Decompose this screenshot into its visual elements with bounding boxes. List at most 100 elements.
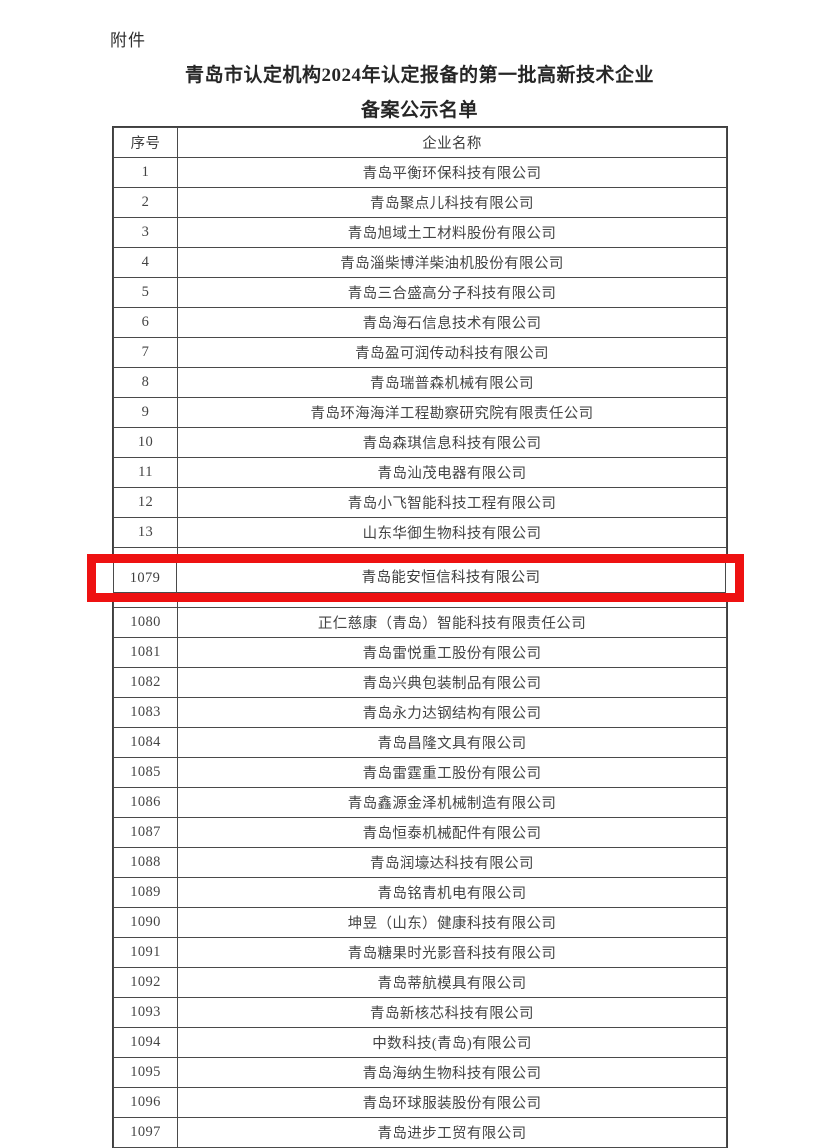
row-enterprise-name-cell: 青岛铭青机电有限公司 (177, 877, 727, 908)
row-index-cell: 1081 (113, 637, 178, 668)
table-row: 12 青岛小飞智能科技工程有限公司 (113, 487, 727, 518)
table-row: 1088 青岛润壕达科技有限公司 (113, 847, 727, 878)
row-enterprise-name-cell: 青岛汕茂电器有限公司 (177, 457, 727, 488)
row-index-cell: 8 (113, 367, 178, 398)
table-row: 1090 坤昱（山东）健康科技有限公司 (113, 907, 727, 938)
row-enterprise-name-cell: 中数科技(青岛)有限公司 (177, 1027, 727, 1058)
row-index-cell: 1080 (113, 607, 178, 638)
table-row: 4 青岛淄柴博洋柴油机股份有限公司 (113, 247, 727, 278)
table-row: 8 青岛瑞普森机械有限公司 (113, 367, 727, 398)
table-row: 1097 青岛进步工贸有限公司 (113, 1117, 727, 1148)
row-enterprise-name-cell: 青岛糖果时光影音科技有限公司 (177, 937, 727, 968)
row-index-cell: 7 (113, 337, 178, 368)
row-index-cell: 1096 (113, 1087, 178, 1118)
row-enterprise-name-cell: 青岛新核芯科技有限公司 (177, 997, 727, 1028)
row-enterprise-name-cell: 山东华御生物科技有限公司 (177, 517, 727, 548)
table-row: 1087 青岛恒泰机械配件有限公司 (113, 817, 727, 848)
row-enterprise-name-cell: 青岛蒂航模具有限公司 (177, 967, 727, 998)
table-row: 1089 青岛铭青机电有限公司 (113, 877, 727, 908)
table-row: 10 青岛森琪信息科技有限公司 (113, 427, 727, 458)
table-row: 5 青岛三合盛高分子科技有限公司 (113, 277, 727, 308)
row-enterprise-name-cell: 青岛淄柴博洋柴油机股份有限公司 (177, 247, 727, 278)
row-enterprise-name-cell: 青岛进步工贸有限公司 (177, 1117, 727, 1148)
row-enterprise-name-cell: 青岛雷悦重工股份有限公司 (177, 637, 727, 668)
table-row: 1093 青岛新核芯科技有限公司 (113, 997, 727, 1028)
row-index-cell: 1093 (113, 997, 178, 1028)
table-row: 14 青岛环海聚能机电工程有限公司 (113, 547, 727, 578)
row-index-cell: 10 (113, 427, 178, 458)
row-enterprise-name-cell: 青岛三合盛高分子科技有限公司 (177, 277, 727, 308)
row-enterprise-name-cell: 青岛小飞智能科技工程有限公司 (177, 487, 727, 518)
row-index-cell: 1086 (113, 787, 178, 818)
column-header-index: 序号 (113, 127, 178, 158)
row-index-cell: 1089 (113, 877, 178, 908)
row-index-cell: 1094 (113, 1027, 178, 1058)
table-row: 1080 正仁慈康（青岛）智能科技有限责任公司 (113, 607, 727, 638)
row-enterprise-name-cell: 青岛永力达钢结构有限公司 (177, 697, 727, 728)
row-enterprise-name-cell: 坤昱（山东）健康科技有限公司 (177, 907, 727, 938)
row-enterprise-name-cell: 青岛平衡环保科技有限公司 (177, 157, 727, 188)
row-enterprise-name-cell: 青岛旭域土工材料股份有限公司 (177, 217, 727, 248)
row-index-cell: 1097 (113, 1117, 178, 1148)
row-index-cell: 1083 (113, 697, 178, 728)
table-row: 11 青岛汕茂电器有限公司 (113, 457, 727, 488)
table-row: 1086 青岛鑫源金泽机械制造有限公司 (113, 787, 727, 818)
column-header-name: 企业名称 (177, 127, 727, 158)
table-row: 3 青岛旭域土工材料股份有限公司 (113, 217, 727, 248)
row-enterprise-name-cell: 青岛海石信息技术有限公司 (177, 307, 727, 338)
row-index-cell: 13 (113, 517, 178, 548)
row-enterprise-name-cell: 青岛盈可润传动科技有限公司 (177, 337, 727, 368)
row-index-cell: 4 (113, 247, 178, 278)
table-row: 1 青岛平衡环保科技有限公司 (113, 157, 727, 188)
row-enterprise-name-cell: 青岛环球服装股份有限公司 (177, 1087, 727, 1118)
table-row: 1095 青岛海纳生物科技有限公司 (113, 1057, 727, 1088)
table-row: 1079 青岛能安恒信科技有限公司 (113, 577, 727, 608)
table-row: 1092 青岛蒂航模具有限公司 (113, 967, 727, 998)
row-index-cell: 6 (113, 307, 178, 338)
table-row: 1091 青岛糖果时光影音科技有限公司 (113, 937, 727, 968)
table-header: 序号 企业名称 (113, 127, 727, 158)
row-enterprise-name-cell: 青岛鑫源金泽机械制造有限公司 (177, 787, 727, 818)
table-header-row: 序号 企业名称 (113, 127, 727, 158)
row-enterprise-name-cell: 青岛海纳生物科技有限公司 (177, 1057, 727, 1088)
document-title-line-1: 青岛市认定机构2024年认定报备的第一批高新技术企业 (184, 65, 654, 86)
table-row: 7 青岛盈可润传动科技有限公司 (113, 337, 727, 368)
row-index-cell: 1087 (113, 817, 178, 848)
row-index-cell: 1 (113, 157, 178, 188)
table-row: 1082 青岛兴典包装制品有限公司 (113, 667, 727, 698)
document-title-line-2: 备案公示名单 (360, 100, 478, 121)
table-row: 1084 青岛昌隆文具有限公司 (113, 727, 727, 758)
row-enterprise-name-cell: 青岛润壕达科技有限公司 (177, 847, 727, 878)
row-enterprise-name-cell: 青岛昌隆文具有限公司 (177, 727, 727, 758)
row-index-cell: 14 (113, 547, 178, 578)
row-index-cell: 5 (113, 277, 178, 308)
row-enterprise-name-cell: 青岛环海海洋工程勘察研究院有限责任公司 (177, 397, 727, 428)
row-index-cell: 1090 (113, 907, 178, 938)
table-row: 1094 中数科技(青岛)有限公司 (113, 1027, 727, 1058)
enterprise-list-table: 序号 企业名称 1 青岛平衡环保科技有限公司 2 青岛聚点儿科技有限公司 3 青岛旭域土工… (113, 127, 727, 1148)
row-enterprise-name-cell: 青岛雷霆重工股份有限公司 (177, 757, 727, 788)
row-enterprise-name-cell: 青岛聚点儿科技有限公司 (177, 187, 727, 218)
row-index-cell: 1079 (113, 577, 178, 608)
row-enterprise-name-cell: 青岛能安恒信科技有限公司 (177, 577, 727, 608)
table-row: 1083 青岛永力达钢结构有限公司 (113, 697, 727, 728)
table-row: 2 青岛聚点儿科技有限公司 (113, 187, 727, 218)
row-index-cell: 1085 (113, 757, 178, 788)
row-index-cell: 3 (113, 217, 178, 248)
row-enterprise-name-cell: 青岛恒泰机械配件有限公司 (177, 817, 727, 848)
row-index-cell: 1082 (113, 667, 178, 698)
table-row: 9 青岛环海海洋工程勘察研究院有限责任公司 (113, 397, 727, 428)
row-enterprise-name-cell: 青岛环海聚能机电工程有限公司 (177, 547, 727, 578)
row-enterprise-name-cell: 正仁慈康（青岛）智能科技有限责任公司 (177, 607, 727, 638)
row-index-cell: 11 (113, 457, 178, 488)
row-enterprise-name-cell: 青岛森琪信息科技有限公司 (177, 427, 727, 458)
table-row: 13 山东华御生物科技有限公司 (113, 517, 727, 548)
row-index-cell: 1084 (113, 727, 178, 758)
table-row: 1096 青岛环球服装股份有限公司 (113, 1087, 727, 1118)
table-row: 6 青岛海石信息技术有限公司 (113, 307, 727, 338)
row-enterprise-name-cell: 青岛兴典包装制品有限公司 (177, 667, 727, 698)
row-index-cell: 1088 (113, 847, 178, 878)
row-index-cell: 1095 (113, 1057, 178, 1088)
row-enterprise-name-cell: 青岛瑞普森机械有限公司 (177, 367, 727, 398)
row-index-cell: 1091 (113, 937, 178, 968)
